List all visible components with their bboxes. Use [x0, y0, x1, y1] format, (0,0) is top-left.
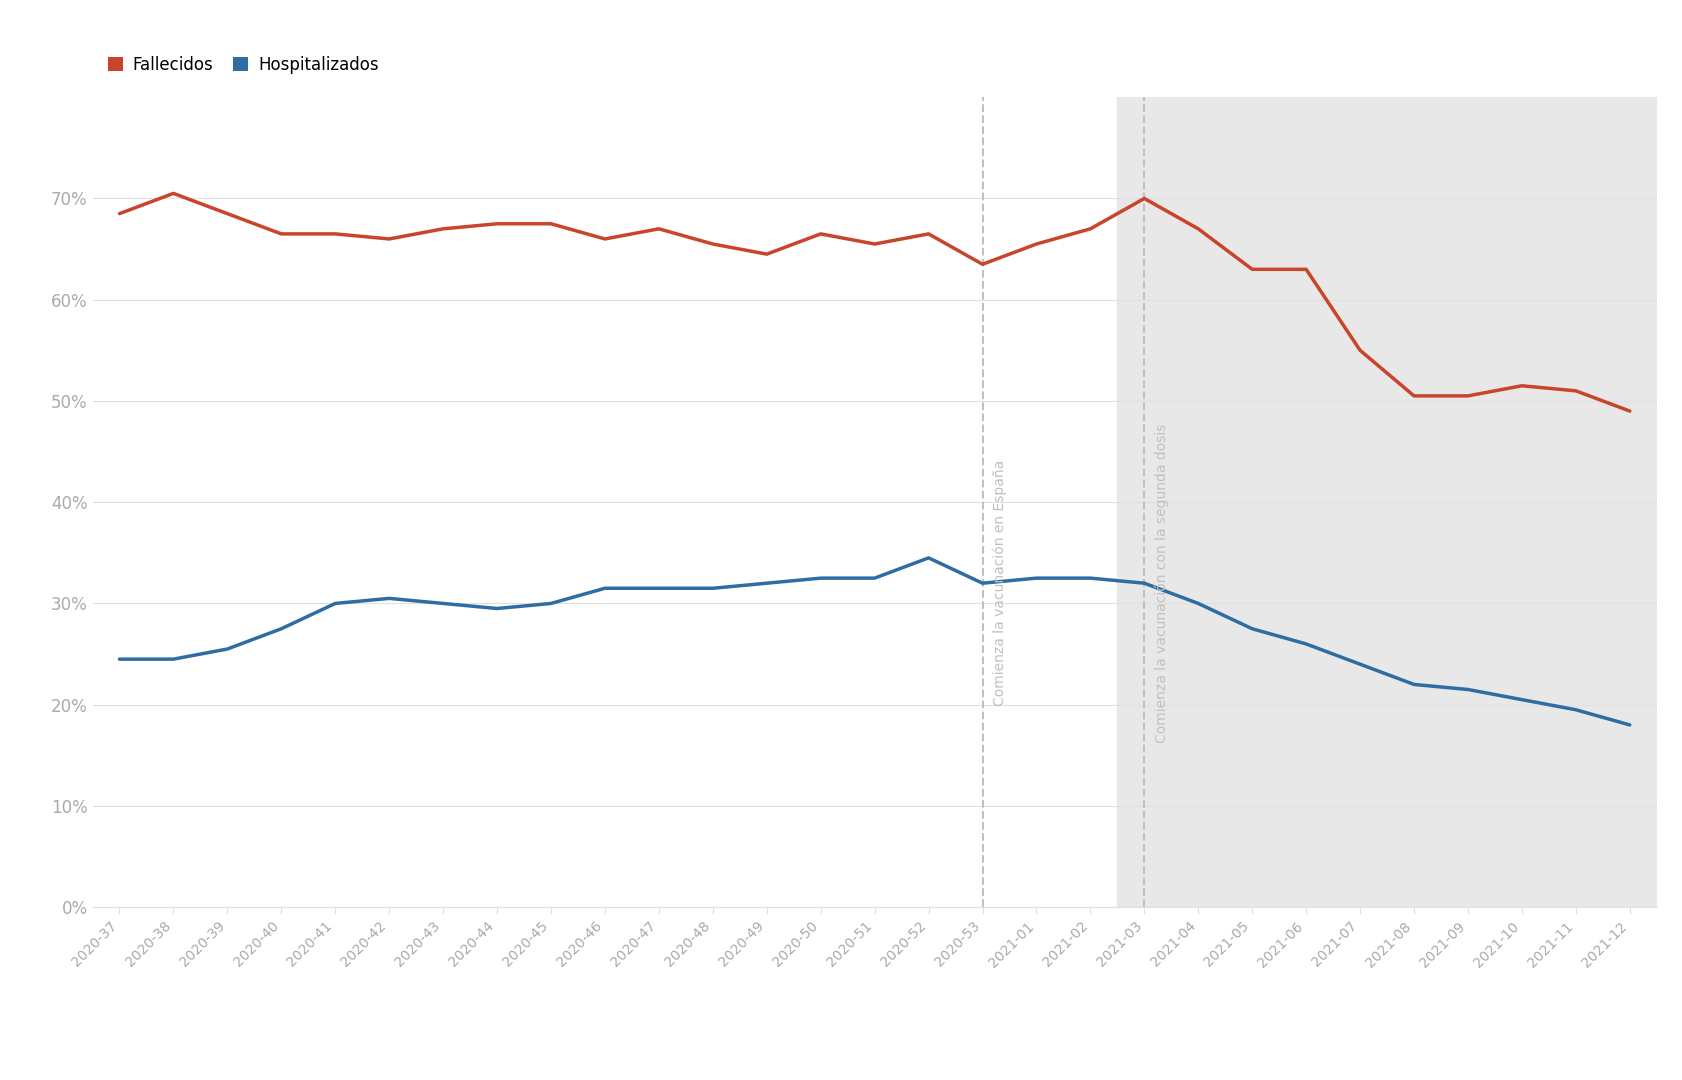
Legend: Fallecidos, Hospitalizados: Fallecidos, Hospitalizados — [101, 49, 385, 80]
Text: Comienza la vacunación en España: Comienza la vacunación en España — [992, 460, 1008, 706]
Bar — [1117, 97, 1657, 907]
Text: Comienza la vacunación con la segunda dosis: Comienza la vacunación con la segunda do… — [1154, 423, 1169, 743]
